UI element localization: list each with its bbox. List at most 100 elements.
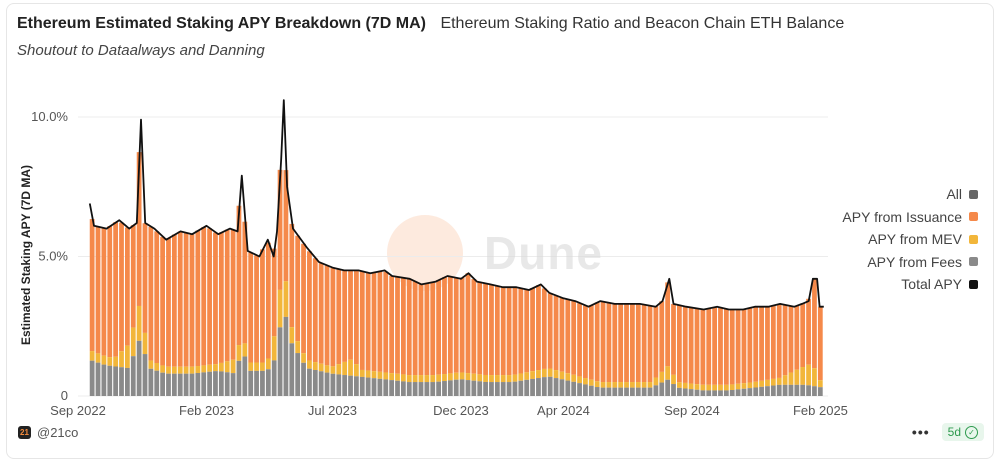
legend-item-mev[interactable]: APY from MEV [798, 228, 978, 251]
bar-mev [735, 383, 741, 390]
bar-fees [606, 387, 612, 396]
bar-issuance [371, 272, 377, 372]
bar-mev [171, 366, 177, 374]
bar-mev [665, 366, 671, 380]
bar-fees [113, 366, 119, 396]
bar-mev [148, 360, 154, 369]
avatar: 21 [18, 426, 31, 439]
bar-issuance [136, 152, 142, 306]
legend-item-issuance[interactable]: APY from Issuance [798, 206, 978, 229]
bar-issuance [806, 298, 811, 365]
bar-issuance [260, 249, 265, 363]
y-tick-label: 10.0% [31, 109, 68, 124]
bar-fees [412, 382, 418, 396]
more-options-button[interactable]: ••• [911, 424, 930, 440]
bar-issuance [606, 302, 612, 383]
bar-issuance [788, 306, 794, 373]
bar-issuance [653, 306, 659, 378]
bar-issuance [594, 302, 600, 382]
bar-mev [406, 375, 412, 383]
bar-mev [477, 374, 483, 382]
bar-issuance [236, 205, 242, 346]
bar-fees [307, 368, 312, 396]
bar-mev [483, 374, 488, 382]
legend-label: APY from MEV [868, 231, 962, 248]
bar-fees [594, 387, 600, 396]
bar-mev [559, 371, 565, 380]
bar-issuance [729, 309, 735, 385]
bar-fees [348, 375, 353, 396]
bar-mev [565, 373, 571, 381]
bar-mev [89, 351, 95, 361]
bar-issuance [588, 305, 594, 380]
bar-issuance [676, 305, 682, 383]
bar-issuance [682, 306, 688, 383]
bar-mev [618, 382, 624, 388]
bar-fees [142, 354, 148, 396]
bar-fees [207, 371, 212, 396]
bar-mev [336, 364, 342, 375]
author-link[interactable]: 21 @21co [18, 425, 78, 440]
legend-item-fees[interactable]: APY from Fees [798, 251, 978, 274]
bar-mev [107, 357, 113, 366]
bar-issuance [436, 279, 441, 375]
bar-mev [770, 378, 776, 386]
bar-mev [447, 373, 453, 381]
legend-swatch [969, 234, 978, 244]
bar-mev [177, 366, 183, 374]
bar-mev [806, 364, 811, 386]
bar-mev [583, 378, 588, 385]
bar-mev [682, 382, 688, 389]
bar-mev [160, 365, 165, 373]
bar-mev [471, 373, 477, 381]
bar-fees [400, 381, 406, 396]
bar-issuance [812, 278, 817, 369]
bar-fees [700, 390, 706, 396]
bar-mev [647, 382, 653, 388]
bar-issuance [518, 288, 524, 374]
x-tick-label: Feb 2023 [179, 403, 234, 418]
bar-fees [518, 380, 524, 396]
age-badge[interactable]: 5d ✓ [941, 423, 984, 441]
legend-item-all[interactable]: All [798, 183, 978, 206]
bar-mev [718, 384, 723, 391]
bar-mev [101, 355, 107, 365]
bar-fees [682, 388, 688, 396]
bar-mev [248, 362, 254, 371]
bar-mev [765, 379, 770, 387]
bar-mev [295, 341, 301, 354]
bar-fees [418, 382, 424, 396]
bar-fees [577, 383, 582, 396]
bar-issuance [242, 221, 248, 344]
bar-fees [547, 376, 553, 396]
bar-mev [782, 375, 788, 385]
bar-issuance [195, 230, 201, 367]
bar-fees [459, 379, 465, 396]
bar-issuance [641, 304, 647, 383]
bar-mev [489, 375, 494, 383]
bar-issuance [665, 282, 671, 367]
bar-issuance [465, 273, 471, 374]
bar-issuance [107, 226, 113, 358]
bar-fees [201, 372, 207, 396]
bar-issuance [119, 222, 124, 352]
bar-fees [647, 387, 653, 396]
bar-mev [706, 384, 712, 391]
bar-fees [95, 362, 101, 396]
bar-fees [406, 382, 412, 396]
bar-mev [594, 381, 600, 388]
bar-fees [260, 370, 265, 396]
x-tick-label: Dec 2023 [433, 403, 489, 418]
check-circle-icon: ✓ [965, 425, 978, 439]
bar-mev [800, 367, 806, 385]
bar-fees [89, 360, 95, 396]
tab-staking-ratio[interactable]: Ethereum Staking Ratio and Beacon Chain … [440, 15, 845, 32]
bar-fees [530, 378, 535, 396]
bar-issuance [324, 265, 330, 366]
legend-item-total[interactable]: Total APY [798, 273, 978, 296]
bar-issuance [160, 236, 165, 366]
bar-mev [536, 370, 541, 379]
bar-mev [365, 370, 371, 378]
bar-issuance [512, 287, 518, 375]
